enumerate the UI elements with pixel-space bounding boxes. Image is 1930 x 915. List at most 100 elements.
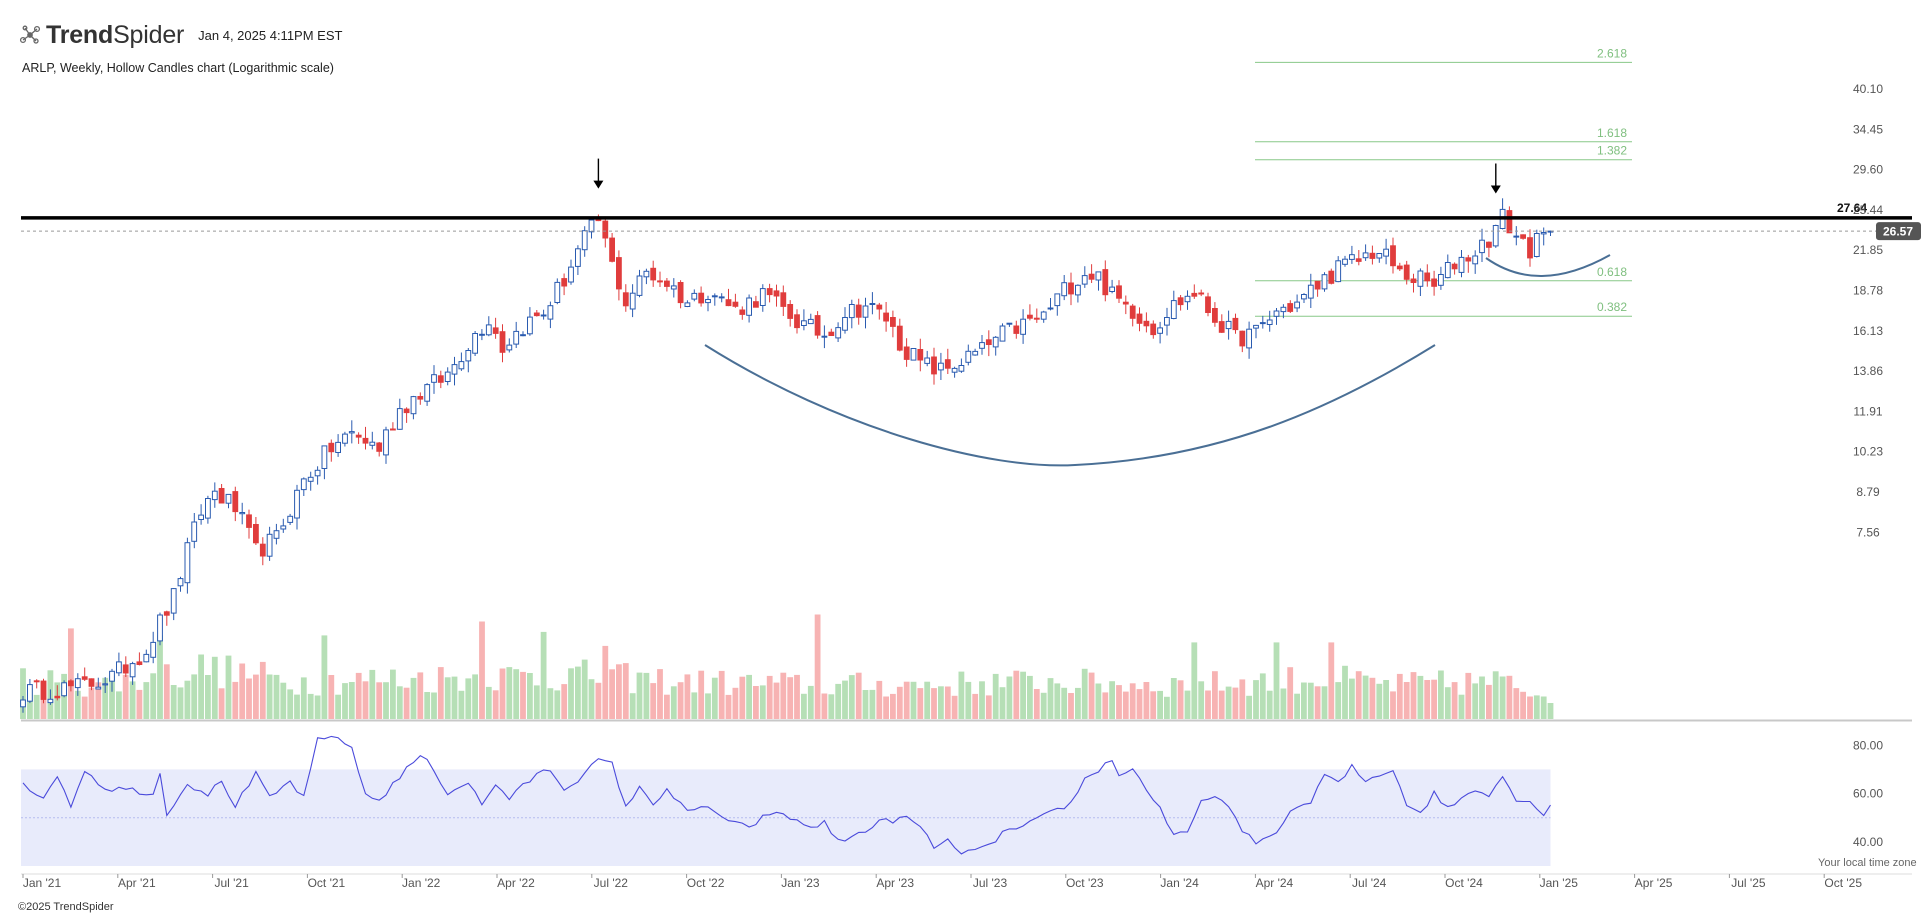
candle-body bbox=[985, 339, 992, 345]
volume-bar bbox=[437, 667, 444, 719]
volume-bar bbox=[629, 693, 636, 719]
volume-bar bbox=[1164, 696, 1170, 719]
candle-body bbox=[1458, 256, 1465, 273]
volume-bar bbox=[485, 686, 492, 719]
candle-body bbox=[1355, 258, 1362, 262]
volume-bar bbox=[417, 672, 424, 719]
candle-body bbox=[1081, 275, 1088, 285]
x-tick-label: Oct '23 bbox=[1066, 876, 1104, 890]
volume-bar bbox=[355, 672, 362, 719]
x-tick-label: Jan '24 bbox=[1160, 876, 1199, 890]
volume-bar bbox=[431, 692, 437, 719]
candle-body bbox=[1390, 245, 1396, 267]
volume-bar bbox=[965, 681, 972, 719]
last-price-badge bbox=[1876, 222, 1921, 241]
candle-body bbox=[205, 498, 211, 519]
volume-bar bbox=[705, 693, 711, 719]
volume-bar bbox=[335, 694, 341, 719]
candle-body bbox=[896, 325, 903, 351]
volume-bar bbox=[533, 685, 540, 719]
candle-body bbox=[588, 219, 595, 233]
candle-body bbox=[1383, 248, 1389, 257]
volume-bar bbox=[1369, 677, 1376, 719]
candle-body bbox=[1540, 232, 1547, 235]
candle-body bbox=[451, 364, 458, 375]
volume-bar bbox=[1212, 671, 1218, 719]
chart-timestamp: Jan 4, 2025 4:11PM EST bbox=[198, 27, 343, 43]
candle-body bbox=[150, 641, 157, 658]
candle-body bbox=[965, 350, 972, 363]
candle-body bbox=[527, 316, 533, 335]
volume-bar bbox=[1013, 670, 1020, 719]
x-tick-label: Apr '24 bbox=[1256, 876, 1294, 890]
volume-bar bbox=[1444, 687, 1451, 719]
candle-body bbox=[184, 542, 191, 584]
candles bbox=[20, 198, 1554, 713]
volume-bar bbox=[184, 680, 191, 719]
x-tick-label: Apr '21 bbox=[118, 876, 156, 890]
candle-body bbox=[506, 344, 513, 351]
candle-body bbox=[1438, 274, 1444, 286]
candle-body bbox=[862, 305, 869, 318]
x-tick-label: Oct '21 bbox=[308, 876, 346, 890]
candle-body bbox=[1170, 300, 1177, 320]
candle-body bbox=[883, 312, 890, 322]
volume-bar bbox=[342, 683, 348, 719]
candle-body bbox=[636, 275, 643, 296]
last-price-label: 26.57 bbox=[1883, 225, 1913, 239]
volume-bar bbox=[472, 674, 478, 719]
candle-body bbox=[821, 335, 828, 338]
candle-body bbox=[1095, 271, 1102, 281]
timezone-label[interactable]: Your local time zone bbox=[1818, 857, 1917, 869]
candle-body bbox=[157, 614, 163, 642]
candle-body bbox=[629, 292, 636, 310]
x-tick-label: Jan '25 bbox=[1540, 876, 1579, 890]
volume-bar bbox=[951, 695, 958, 719]
candle-body bbox=[1246, 328, 1252, 349]
volume-bar bbox=[205, 675, 211, 719]
volume-bar bbox=[499, 668, 506, 719]
candle-body bbox=[328, 442, 335, 453]
volume-bar bbox=[396, 686, 403, 719]
volume-bar bbox=[1273, 642, 1280, 719]
volume-bar bbox=[1451, 682, 1458, 719]
candle-body bbox=[1492, 225, 1499, 247]
volume-bar bbox=[1150, 691, 1157, 719]
candle-body bbox=[766, 288, 773, 296]
x-tick-label: Oct '24 bbox=[1445, 876, 1483, 890]
candle-body bbox=[753, 301, 759, 308]
candle-body bbox=[807, 318, 814, 325]
volume-bar bbox=[280, 682, 287, 719]
candle-body bbox=[109, 670, 115, 682]
volume-bar bbox=[1109, 681, 1115, 719]
logo[interactable]: TrendSpider bbox=[18, 21, 184, 50]
volume-bar bbox=[1527, 696, 1533, 719]
candle-body bbox=[520, 334, 526, 337]
volume-bar bbox=[225, 655, 232, 719]
volume-bar bbox=[390, 669, 396, 719]
volume-bar bbox=[794, 674, 800, 719]
candle-body bbox=[1328, 270, 1335, 284]
volume-bar bbox=[1492, 671, 1499, 719]
candle-body bbox=[403, 408, 410, 414]
candle-body bbox=[1164, 317, 1170, 326]
candle-body bbox=[170, 588, 177, 614]
candle-body bbox=[47, 698, 54, 704]
volume-bar bbox=[801, 693, 807, 719]
volume-bar bbox=[157, 635, 163, 719]
fib-label: 2.618 bbox=[1597, 46, 1627, 60]
volume-bar bbox=[657, 669, 663, 719]
candle-body bbox=[1225, 320, 1232, 330]
candle-body bbox=[492, 327, 499, 334]
y-tick-label: 25.44 bbox=[1853, 203, 1883, 217]
volume-bar bbox=[616, 664, 622, 719]
candle-body bbox=[1212, 308, 1218, 323]
volume-bar bbox=[1533, 695, 1540, 719]
rsi-tick-label: 40.00 bbox=[1853, 835, 1883, 849]
candle-body bbox=[684, 302, 691, 307]
volume-bar bbox=[1328, 642, 1335, 719]
volume-bar bbox=[287, 689, 294, 719]
candle-body bbox=[1533, 233, 1540, 257]
volume-bar bbox=[650, 683, 657, 719]
